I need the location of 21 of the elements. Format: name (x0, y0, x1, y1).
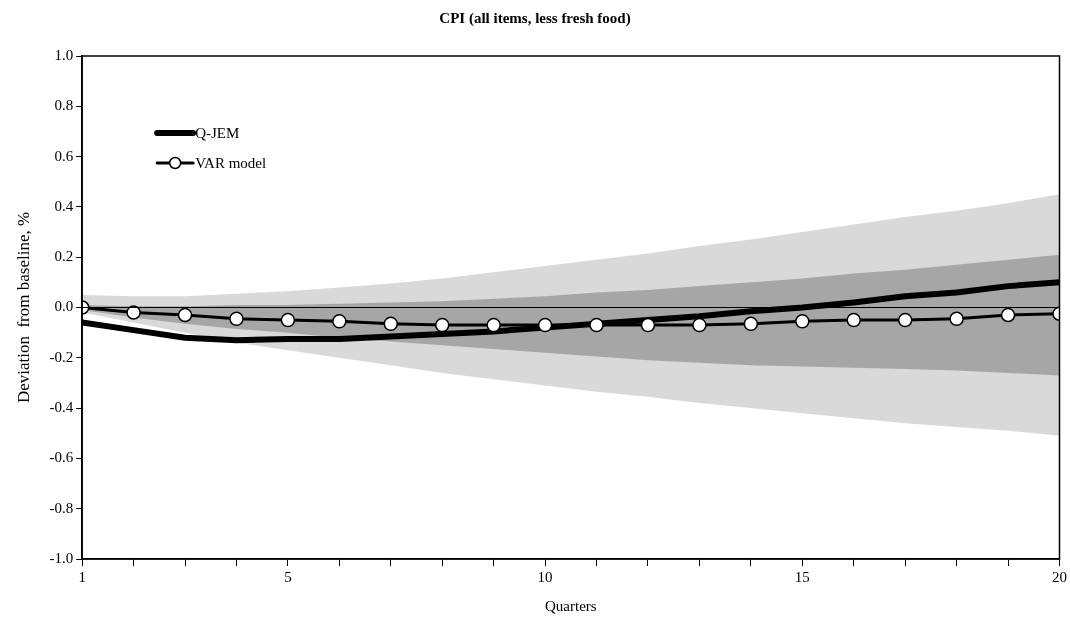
x-tick-label: 1 (78, 568, 86, 585)
y-tick-label: -0.8 (49, 499, 74, 516)
chart-title: CPI (all items, less fresh food) (439, 9, 631, 27)
legend-label: Q-JEM (195, 124, 240, 141)
y-tick-label: 1.0 (54, 46, 74, 63)
x-tick-label: 15 (794, 568, 810, 585)
y-tick-label: -0.6 (49, 449, 74, 466)
y-tick-label: -1.0 (49, 549, 74, 566)
x-tick-label: 5 (284, 568, 292, 585)
x-axis-title: Quarters (544, 597, 597, 614)
y-tick-label: 0.6 (54, 147, 74, 164)
y-tick-label: 0.8 (54, 97, 74, 114)
legend-label: VAR model (195, 154, 267, 171)
y-tick-label: 0.2 (54, 248, 74, 265)
y-tick-label: -0.4 (49, 399, 74, 416)
y-axis-title: Deviation from baseline, % (13, 211, 33, 404)
y-tick-label: -0.2 (49, 348, 74, 365)
y-tick-label: 0.4 (54, 197, 74, 214)
x-tick-label: 20 (1052, 568, 1067, 585)
y-tick-label: 0.0 (54, 298, 74, 315)
x-tick-label: 10 (537, 568, 553, 585)
